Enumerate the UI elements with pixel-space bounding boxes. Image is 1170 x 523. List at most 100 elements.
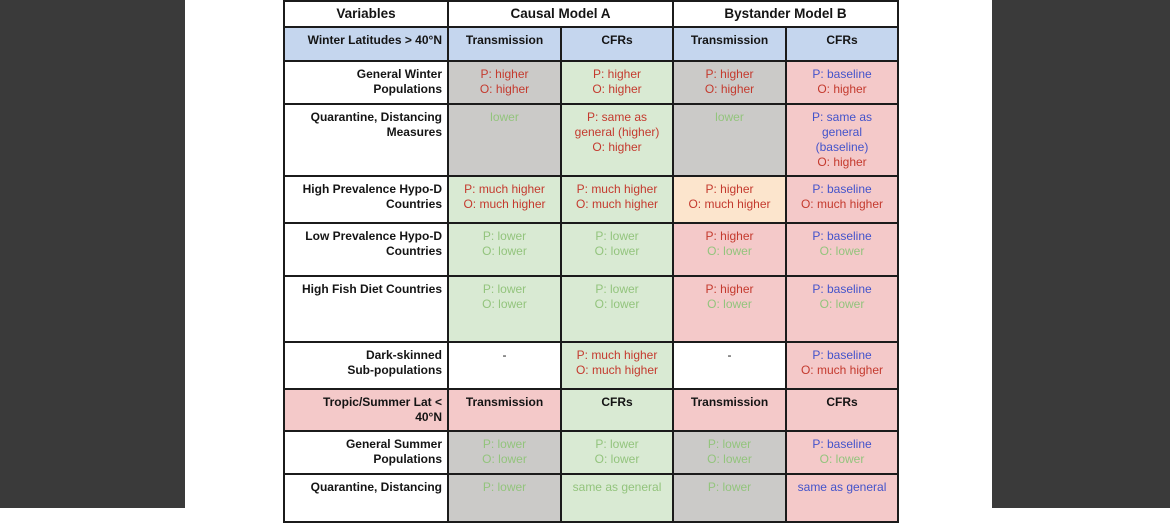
- cell-text-line: O: much higher: [575, 197, 659, 211]
- cell-text-line: O: lower: [482, 244, 527, 258]
- cell-text-line: P: higher: [705, 182, 754, 196]
- cell-text-line: Transmission: [465, 33, 544, 47]
- cell-text-line: Transmission: [690, 395, 769, 409]
- cell-text-line: O: lower: [819, 244, 865, 258]
- data-cell: CFRs: [560, 388, 674, 432]
- data-cell: lower: [447, 103, 562, 177]
- cell-text-line: Causal Model A: [510, 6, 611, 21]
- row-label-line: 40°N: [415, 410, 442, 424]
- cell-text-line: CFRs: [826, 33, 858, 47]
- data-cell: P: lower: [447, 473, 562, 523]
- cell-text-line: O: lower: [707, 297, 752, 311]
- data-cell: P: same as general (higher) O: higher: [560, 103, 674, 177]
- cell-text-line: general (higher): [574, 125, 660, 139]
- cell-text-line: P: much higher: [576, 348, 658, 362]
- cell-text-line: CFRs: [601, 395, 633, 409]
- cell-text-line: P: higher: [705, 282, 754, 296]
- cell-text-line: same as general: [572, 480, 662, 494]
- cell-text-line: P: much higher: [464, 182, 545, 196]
- data-cell: -: [672, 341, 787, 390]
- cell-text-line: P: lower: [707, 437, 752, 451]
- cell-text-line: P: baseline: [812, 437, 872, 451]
- data-cell: Transmission: [672, 388, 787, 432]
- col-header-model-a: Causal Model A: [447, 0, 674, 28]
- data-cell: P: lower O: lower: [447, 430, 562, 475]
- col-header-model-b: Bystander Model B: [672, 0, 899, 28]
- table-row: Dark-skinned Sub-populations - P: much high…: [283, 341, 899, 390]
- row-label-line: General Winter: [356, 67, 442, 81]
- cell-text-line: O: higher: [479, 82, 530, 96]
- data-cell: P: much higher O: much higher: [560, 341, 674, 390]
- cell-text-line: P: much higher: [576, 182, 658, 196]
- cell-text-line: O: lower: [707, 244, 752, 258]
- cell-text-line: P: baseline: [812, 229, 872, 243]
- row-label: Winter Latitudes > 40°N: [283, 26, 449, 62]
- cell-text-line: O: lower: [819, 452, 865, 466]
- cell-text-line: CFRs: [601, 33, 633, 47]
- row-label-line: Populations: [373, 82, 442, 96]
- row-label-line: Winter Latitudes > 40°N: [307, 33, 442, 47]
- row-label-line: Sub-populations: [347, 363, 442, 377]
- cell-text-line: P: lower: [595, 282, 639, 296]
- cell-text-line: O: much higher: [800, 197, 884, 211]
- data-cell: same as general: [560, 473, 674, 523]
- row-label-line: Quarantine, Distancing: [310, 110, 442, 124]
- data-cell: P: baseline O: much higher: [785, 341, 899, 390]
- cell-text-line: O: lower: [819, 297, 865, 311]
- cell-text-line: P: higher: [480, 67, 529, 81]
- cell-text-line: P: same as: [586, 110, 648, 124]
- data-cell: CFRs: [785, 388, 899, 432]
- cell-text-line: O: higher: [817, 82, 867, 96]
- cell-text-line: P: higher: [705, 67, 754, 81]
- cell-text-line: P: lower: [707, 480, 752, 494]
- data-cell: P: lower: [672, 473, 787, 523]
- row-label: Quarantine, Distancing: [283, 473, 449, 523]
- data-cell: CFRs: [785, 26, 899, 62]
- data-cell: P: lower O: lower: [560, 222, 674, 277]
- cell-text-line: O: lower: [594, 297, 640, 311]
- letterbox-right: [992, 0, 1170, 508]
- data-cell: P: lower O: lower: [560, 275, 674, 343]
- cell-text-line: P: same as: [811, 110, 873, 124]
- data-cell: P: higher O: lower: [672, 275, 787, 343]
- cell-text-line: P: lower: [482, 480, 527, 494]
- data-cell: P: lower O: lower: [447, 275, 562, 343]
- row-label-line: Populations: [373, 452, 442, 466]
- model-comparison-table: Variables Causal Model A Bystander Model B…: [283, 0, 899, 523]
- cell-text-line: lower: [490, 110, 519, 124]
- cell-text-line: P: baseline: [812, 67, 872, 81]
- row-label-line: High Fish Diet Countries: [301, 282, 442, 296]
- row-label-line: Low Prevalence Hypo-D: [305, 229, 442, 243]
- data-cell: P: baseline O: lower: [785, 430, 899, 475]
- cell-text-line: O: lower: [594, 452, 640, 466]
- cell-text-line: O: lower: [707, 452, 752, 466]
- data-cell: P: higher O: higher: [560, 60, 674, 105]
- cell-text-line: (baseline): [815, 140, 869, 154]
- cell-text-line: O: higher: [592, 82, 642, 96]
- cell-text-line: CFRs: [826, 395, 858, 409]
- row-label-line: Dark-skinned: [365, 348, 442, 362]
- data-cell: -: [447, 341, 562, 390]
- data-cell: Transmission: [447, 388, 562, 432]
- row-label-line: Tropic/Summer Lat <: [322, 395, 442, 409]
- table-row: Tropic/Summer Lat <40°N Transmission CFRs T…: [283, 388, 899, 432]
- row-label-line: High Prevalence Hypo-D: [302, 182, 442, 196]
- data-cell: P: baseline O: much higher: [785, 175, 899, 224]
- data-cell: P: much higher O: much higher: [447, 175, 562, 224]
- row-label: High Prevalence Hypo-D Countries: [283, 175, 449, 224]
- data-cell: P: higher O: much higher: [672, 175, 787, 224]
- row-label-line: Variables: [336, 6, 396, 21]
- cell-text-line: P: lower: [595, 229, 639, 243]
- row-label: Tropic/Summer Lat <40°N: [283, 388, 449, 432]
- data-cell: P: much higher O: much higher: [560, 175, 674, 224]
- cell-text-line: O: much higher: [575, 363, 659, 377]
- data-cell: P: higher O: higher: [672, 60, 787, 105]
- data-cell: same as general: [785, 473, 899, 523]
- cell-text-line: O: lower: [482, 452, 527, 466]
- cell-text-line: P: baseline: [812, 182, 872, 196]
- data-cell: P: baseline O: lower: [785, 275, 899, 343]
- cell-text-line: P: lower: [482, 229, 527, 243]
- cell-text-line: Transmission: [465, 395, 544, 409]
- data-cell: P: higher O: lower: [672, 222, 787, 277]
